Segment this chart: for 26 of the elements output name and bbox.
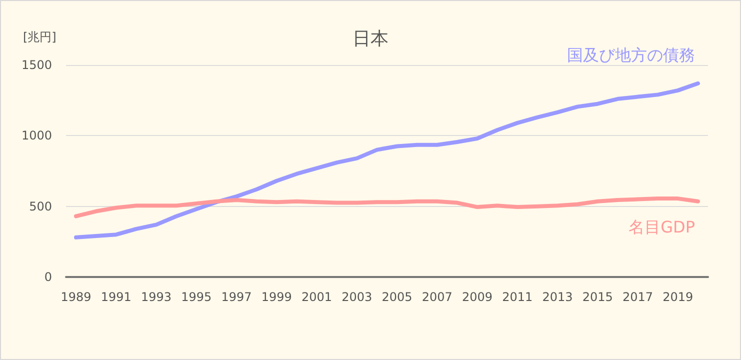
series-label: 国及び地方の債務 (567, 46, 695, 64)
y-axis-title: [兆円] (23, 30, 56, 44)
line-series (74, 196, 700, 218)
x-tick-label: 2017 (622, 290, 654, 304)
x-tick-label: 1995 (181, 290, 212, 304)
x-tick-label: 2009 (462, 290, 493, 304)
x-tick-label: 2015 (582, 290, 613, 304)
y-tick-label: 0 (44, 270, 52, 284)
line-series (74, 81, 700, 240)
y-tick-label: 500 (29, 199, 52, 214)
x-tick-label: 2007 (422, 290, 452, 304)
x-tick-label: 1991 (100, 290, 132, 304)
x-tick-label: 2019 (662, 290, 694, 304)
series-label: 名目GDP (628, 218, 696, 236)
x-tick-label: 2005 (382, 290, 412, 304)
x-tick-label: 2013 (542, 290, 573, 304)
x-tick-label: 1997 (221, 290, 252, 304)
chart-title: 日本 (352, 28, 388, 50)
y-tick-label: 1500 (21, 58, 52, 72)
y-tick-label: 1000 (21, 128, 52, 143)
x-tick-label: 2011 (502, 290, 533, 304)
x-tick-label: 1999 (261, 290, 292, 304)
x-tick-label: 2003 (342, 290, 372, 304)
x-tick-label: 1989 (60, 290, 92, 304)
x-tick-label: 1993 (141, 290, 172, 304)
x-tick-label: 2001 (302, 290, 332, 304)
